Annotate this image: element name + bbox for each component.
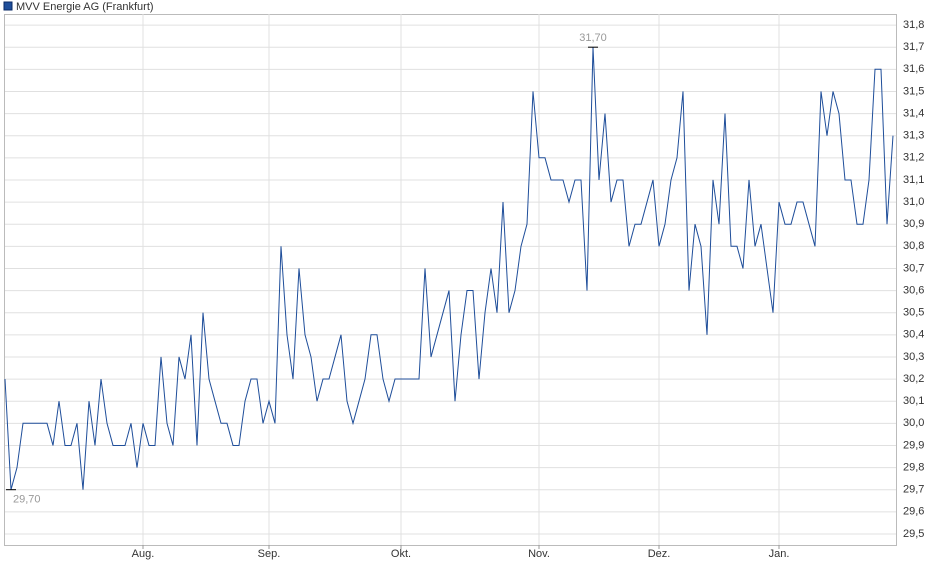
y-tick-label: 31,4 <box>903 107 924 119</box>
y-tick-label: 31,8 <box>903 19 924 31</box>
y-tick-label: 31,5 <box>903 85 924 97</box>
x-tick-label: Nov. <box>528 548 550 560</box>
y-tick-label: 30,0 <box>903 417 924 429</box>
price-line <box>4 47 894 490</box>
y-tick-label: 31,2 <box>903 152 924 164</box>
x-tick-label: Okt. <box>391 548 411 560</box>
x-tick-label: Dez. <box>648 548 671 560</box>
y-tick-label: 31,0 <box>903 196 924 208</box>
y-tick-label: 31,3 <box>903 130 924 142</box>
y-tick-label: 30,9 <box>903 218 924 230</box>
extreme-label: 31,70 <box>579 32 607 44</box>
y-tick-label: 30,1 <box>903 395 924 407</box>
y-tick-label: 29,8 <box>903 461 924 473</box>
y-tick-label: 30,6 <box>903 284 924 296</box>
extreme-label: 29,70 <box>13 494 41 506</box>
y-tick-label: 29,9 <box>903 439 924 451</box>
y-tick-label: 31,7 <box>903 41 924 53</box>
plot-frame <box>4 14 897 546</box>
y-tick-label: 30,7 <box>903 262 924 274</box>
x-tick-label: Sep. <box>258 548 281 560</box>
y-tick-label: 30,4 <box>903 329 924 341</box>
x-tick-label: Jan. <box>769 548 790 560</box>
x-tick-label: Aug. <box>132 548 155 560</box>
legend-label: MVV Energie AG (Frankfurt) <box>16 1 154 13</box>
y-tick-label: 29,5 <box>903 528 924 540</box>
y-tick-label: 30,5 <box>903 307 924 319</box>
y-tick-label: 30,8 <box>903 240 924 252</box>
y-tick-label: 30,2 <box>903 373 924 385</box>
y-tick-label: 30,3 <box>903 351 924 363</box>
y-tick-label: 29,7 <box>903 484 924 496</box>
y-tick-label: 31,6 <box>903 63 924 75</box>
legend-swatch <box>3 1 13 11</box>
y-tick-label: 29,6 <box>903 506 924 518</box>
y-tick-label: 31,1 <box>903 174 924 186</box>
